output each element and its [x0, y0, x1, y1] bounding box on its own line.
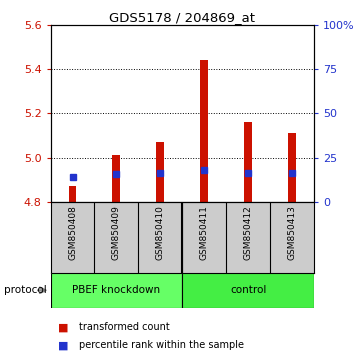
Bar	[244, 122, 252, 202]
Bar	[51, 273, 182, 308]
Text: ■: ■	[58, 322, 68, 332]
Text: GSM850413: GSM850413	[288, 205, 297, 260]
Text: control: control	[230, 285, 266, 295]
Text: GSM850409: GSM850409	[112, 205, 121, 260]
Text: GSM850412: GSM850412	[244, 205, 253, 260]
Text: protocol: protocol	[4, 285, 47, 295]
Bar	[69, 186, 77, 202]
Text: transformed count: transformed count	[79, 322, 170, 332]
Bar	[182, 273, 314, 308]
Title: GDS5178 / 204869_at: GDS5178 / 204869_at	[109, 11, 255, 24]
Bar	[288, 133, 296, 202]
Text: ■: ■	[58, 340, 68, 350]
Text: percentile rank within the sample: percentile rank within the sample	[79, 340, 244, 350]
Bar	[156, 142, 164, 202]
Text: PBEF knockdown: PBEF knockdown	[72, 285, 161, 295]
Text: GSM850410: GSM850410	[156, 205, 165, 260]
Text: GSM850408: GSM850408	[68, 205, 77, 260]
Bar	[200, 60, 208, 202]
Text: GSM850411: GSM850411	[200, 205, 209, 260]
Bar	[113, 155, 120, 202]
